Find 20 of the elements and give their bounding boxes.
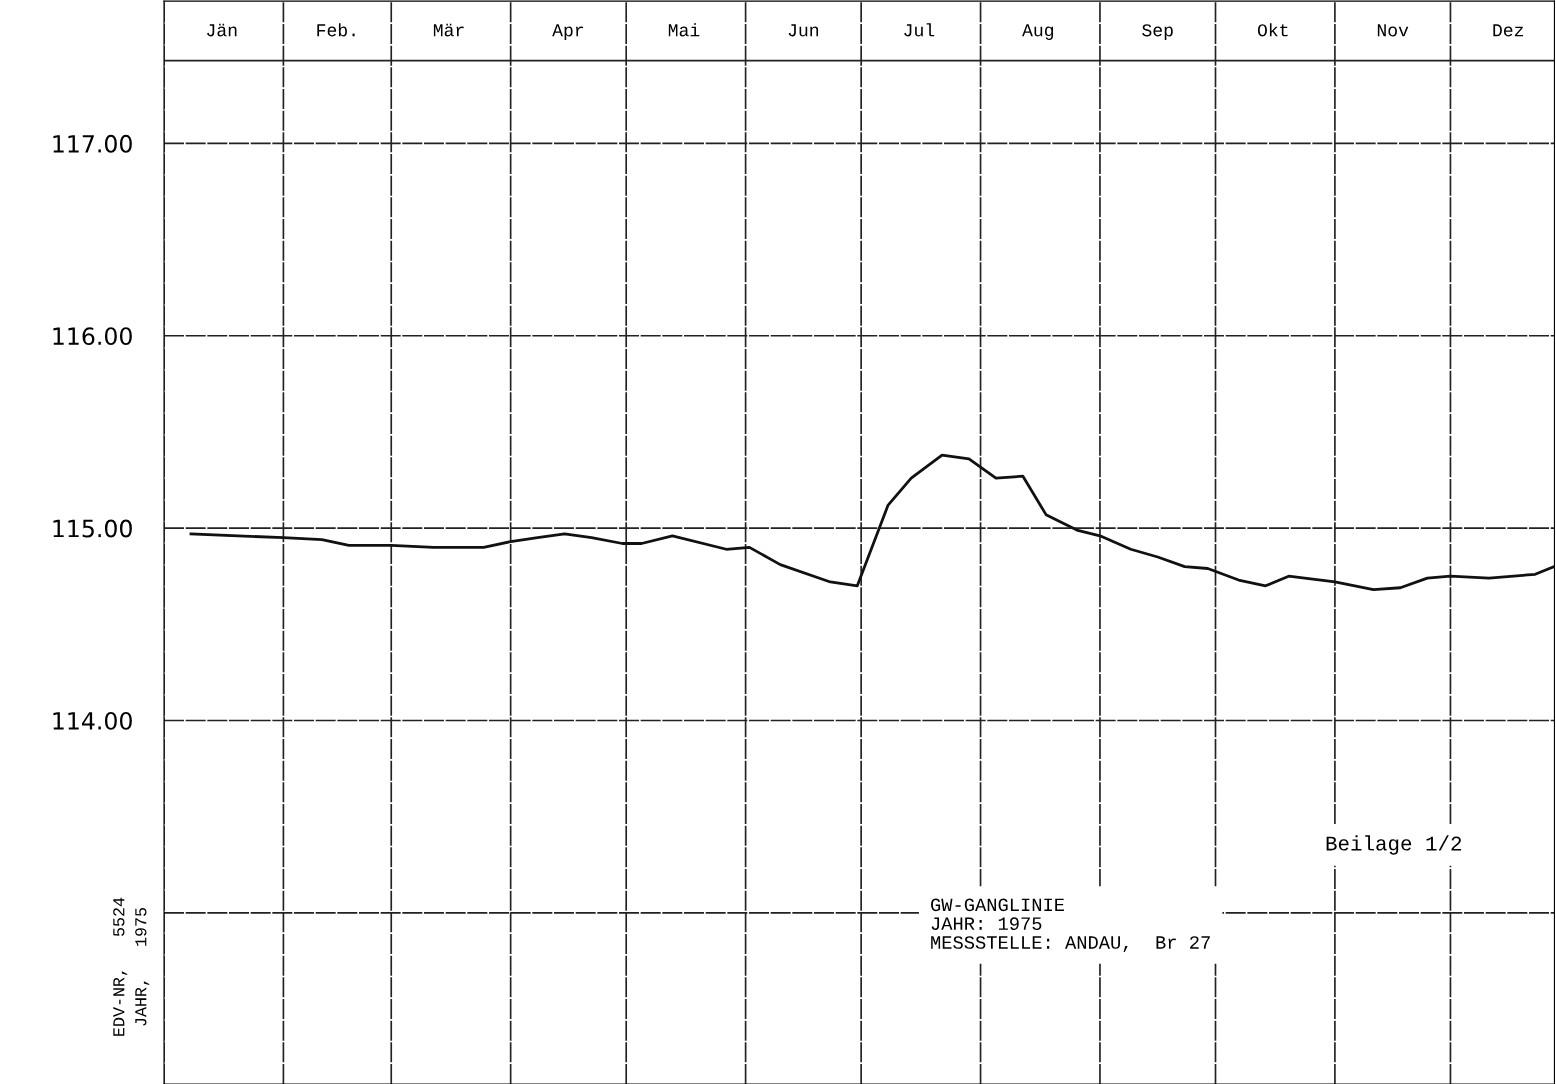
- x-tick-label: Jul: [904, 23, 935, 37]
- y-tick-label: 116.00: [53, 327, 132, 346]
- x-tick-label: Sep: [1142, 24, 1173, 40]
- x-tick-label: Okt: [1257, 23, 1288, 37]
- x-tick-label: Jun: [788, 24, 819, 37]
- y-tick-label: 115.00: [53, 519, 132, 538]
- text: JAHR, 1975: [135, 908, 150, 1026]
- x-tick-label: Mai: [668, 23, 700, 37]
- text: EDV-NR, 5524: [113, 897, 128, 1036]
- x-tick-label: Dez: [1493, 24, 1524, 37]
- x-tick-label: Jän: [207, 23, 237, 37]
- x-tick-label: Mär: [433, 23, 464, 37]
- y-tick-label: 114.00: [53, 711, 132, 730]
- x-tick-label: Feb.: [317, 23, 355, 37]
- x-tick-label: Nov: [1377, 24, 1409, 37]
- x-tick-label: Aug: [1022, 24, 1054, 40]
- annotation: GW-GANGLINIE JAHR: 1975 MESSSTELLE: ANDAU, Br 27: [931, 898, 1210, 953]
- x-tick-label: Apr: [552, 24, 584, 40]
- y-tick-label: 117.00: [53, 134, 132, 153]
- annotation: Beilage 1/2: [1326, 835, 1462, 855]
